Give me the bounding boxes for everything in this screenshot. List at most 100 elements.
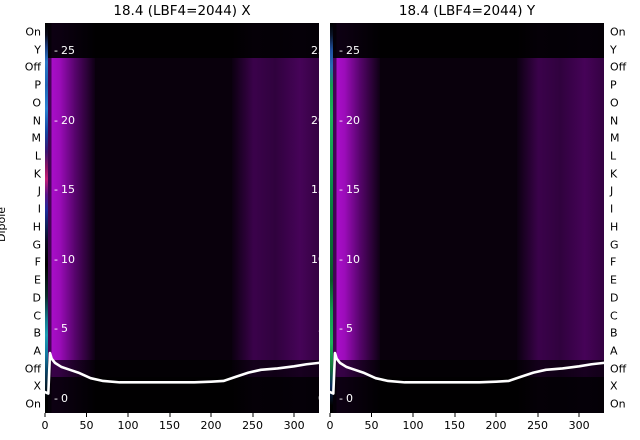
heatmap-row	[330, 164, 604, 183]
ytick-x-right-4: 20	[311, 115, 319, 126]
x-axis-right: 0 50 100 150 200 250 300	[327, 413, 604, 440]
category-label-left-5: N	[32, 114, 41, 127]
ytick-label: 20	[345, 113, 360, 127]
xtick-x-3: 150	[159, 413, 180, 431]
ytick-x-left-5: -25	[54, 45, 75, 56]
category-label-right-5: N	[610, 114, 619, 127]
category-label-left-6: M	[31, 131, 42, 145]
heatmap-row	[330, 235, 604, 254]
panel-y[interactable]: -0-5-10-15-20-25	[330, 23, 604, 413]
category-label-left-0: On	[25, 25, 41, 39]
ytick-x-right-5: 25	[311, 45, 319, 56]
ytick-dash: -	[339, 322, 343, 336]
heatmap-row	[330, 395, 604, 413]
xtick-mark	[454, 413, 456, 417]
heatmap-row	[330, 324, 604, 342]
ytick-x-right-0: 0	[318, 393, 319, 404]
category-label-right-14: E	[610, 273, 617, 287]
heatmap-row	[45, 306, 319, 325]
xtick-y-4: 200	[486, 413, 507, 431]
ytick-label: 20	[311, 113, 319, 127]
plot-area-x[interactable]: -0-5-10-15-20-25 0510152025	[45, 23, 319, 413]
category-label-left-15: D	[32, 291, 41, 305]
category-label-left-19: Off	[24, 362, 41, 376]
ytick-dash: -	[54, 113, 58, 127]
xtick-mark	[293, 413, 295, 417]
category-label-left-13: F	[34, 255, 41, 269]
category-label-right-16: C	[610, 309, 618, 322]
category-label-right-6: M	[610, 131, 620, 145]
ytick-label: 15	[60, 183, 75, 197]
xtick-label: 150	[159, 419, 181, 432]
ytick-x-right-1: 5	[318, 323, 319, 334]
category-label-right-11: H	[610, 220, 619, 234]
xtick-y-1: 50	[365, 413, 379, 431]
xtick-label: 100	[117, 419, 139, 432]
xtick-y-0: 0	[327, 413, 334, 431]
ytick-dash: -	[54, 43, 58, 57]
category-label-left-20: X	[33, 379, 41, 393]
xtick-label: 250	[242, 419, 264, 432]
ytick-dash: -	[54, 392, 58, 406]
ytick-y-left-1: -5	[339, 323, 353, 334]
ytick-dash: -	[339, 183, 343, 197]
panel-title-x: 18.4 (LBF4=2044) X	[113, 3, 251, 19]
heatmap-row	[330, 76, 604, 94]
plot-area-y[interactable]: -0-5-10-15-20-25	[330, 23, 604, 413]
heatmap-row	[45, 235, 319, 254]
xtick-label: 200	[485, 419, 507, 432]
category-label-right-15: D	[610, 291, 619, 305]
heatmap-row	[330, 58, 604, 77]
ytick-label: 5	[318, 322, 319, 335]
heatmap-row	[45, 40, 319, 59]
heatmap-row	[330, 93, 604, 112]
ytick-dash: -	[339, 392, 343, 406]
heatmap-row	[45, 324, 319, 342]
xtick-y-3: 150	[444, 413, 465, 431]
ytick-y-left-2: -10	[339, 254, 360, 265]
category-label-left-3: P	[34, 78, 41, 92]
heatmap-row	[330, 111, 604, 130]
xtick-x-5: 250	[242, 413, 263, 431]
category-label-left-10: I	[37, 202, 41, 216]
xtick-mark	[44, 413, 46, 417]
category-label-right-10: I	[610, 202, 614, 216]
heatmap-row	[45, 147, 319, 165]
trace-overlay-y	[330, 23, 604, 413]
xtick-label: 150	[444, 419, 466, 432]
category-label-right-7: L	[610, 149, 617, 163]
ytick-label: 0	[345, 392, 353, 406]
ytick-label: 0	[318, 392, 319, 405]
heatmap-row	[45, 164, 319, 183]
ytick-label: 10	[60, 252, 75, 266]
heatmap-row	[330, 40, 604, 59]
panel-x[interactable]: -0-5-10-15-20-25 0510152025	[45, 23, 319, 413]
ytick-dash: -	[54, 322, 58, 336]
xtick-mark	[371, 413, 372, 417]
heatmap-row	[45, 182, 319, 201]
category-label-right-17: B	[610, 326, 618, 340]
heatmap-row	[45, 395, 319, 413]
heatmap-row	[330, 306, 604, 325]
xtick-mark	[252, 413, 254, 417]
ytick-dash: -	[339, 252, 343, 266]
category-label-right-4: O	[610, 96, 619, 110]
ytick-label: 0	[60, 392, 68, 406]
xtick-label: 300	[283, 419, 305, 432]
category-label-right-12: G	[610, 238, 619, 252]
category-label-left-17: B	[33, 326, 41, 340]
ytick-label: 10	[311, 252, 319, 266]
ytick-y-left-5: -25	[339, 45, 360, 56]
category-label-left-1: Y	[34, 43, 41, 57]
xtick-mark	[537, 413, 539, 417]
heatmap-row	[330, 129, 604, 148]
category-label-right-9: J	[610, 184, 614, 198]
xtick-mark	[495, 413, 497, 417]
heatmap-row	[45, 111, 319, 130]
xtick-label: 50	[79, 419, 94, 432]
xtick-x-0: 0	[42, 413, 49, 431]
heatmap-row	[45, 200, 319, 218]
ytick-label: 15	[345, 183, 360, 197]
xtick-mark	[210, 413, 212, 417]
xtick-label: 50	[364, 419, 379, 432]
